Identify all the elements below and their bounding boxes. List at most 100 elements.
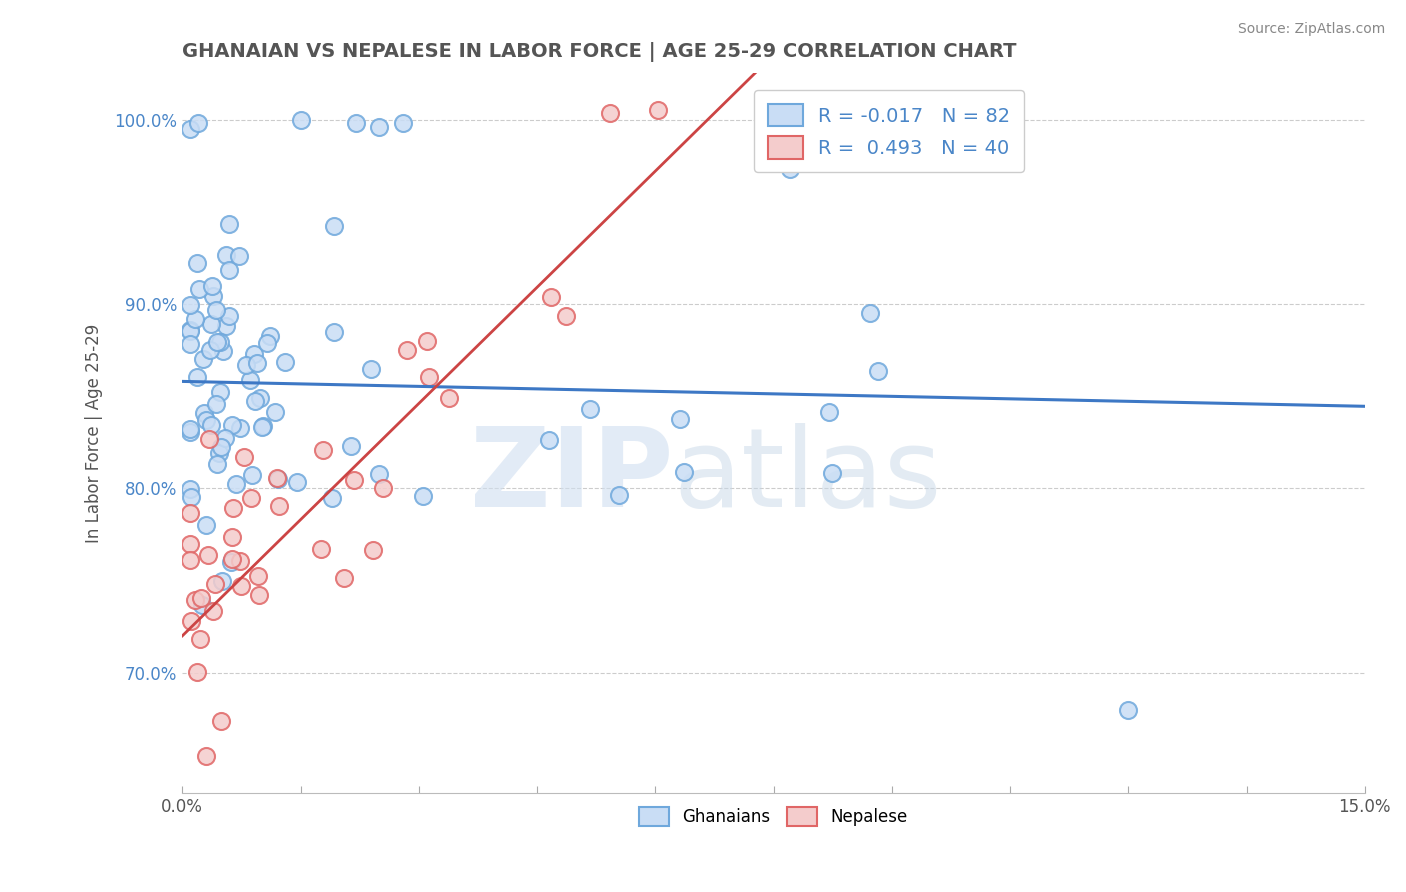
Point	[267, 472, 290, 486]
Point	[221, 530, 243, 544]
Point	[285, 475, 308, 489]
Point	[437, 391, 460, 405]
Point	[194, 518, 217, 533]
Point	[672, 465, 695, 479]
Point	[554, 309, 576, 323]
Point	[221, 552, 243, 566]
Point	[212, 343, 235, 358]
Point	[256, 336, 278, 351]
Point	[343, 474, 366, 488]
Point	[218, 310, 240, 324]
Point	[179, 506, 201, 520]
Point	[249, 391, 271, 405]
Point	[322, 326, 344, 340]
Point	[538, 433, 561, 447]
Point	[179, 421, 201, 435]
Point	[198, 432, 221, 446]
Point	[395, 343, 418, 358]
Point	[371, 481, 394, 495]
Point	[205, 397, 228, 411]
Point	[392, 116, 415, 130]
Point	[599, 106, 621, 120]
Point	[187, 282, 209, 296]
Point	[669, 411, 692, 425]
Point	[179, 425, 201, 440]
Point	[179, 322, 201, 336]
Point	[179, 324, 201, 338]
Point	[191, 599, 214, 613]
Point	[208, 446, 231, 460]
Text: atlas: atlas	[673, 423, 942, 530]
Point	[259, 329, 281, 343]
Point	[368, 120, 391, 134]
Point	[201, 288, 224, 302]
Point	[205, 303, 228, 318]
Point	[198, 343, 221, 358]
Point	[229, 554, 252, 568]
Point	[579, 402, 602, 417]
Point	[367, 467, 389, 481]
Y-axis label: In Labor Force | Age 25-29: In Labor Force | Age 25-29	[86, 324, 103, 542]
Point	[200, 318, 222, 332]
Point	[332, 571, 354, 585]
Point	[269, 499, 291, 513]
Point	[322, 219, 344, 233]
Point	[866, 364, 889, 378]
Point	[240, 467, 263, 482]
Point	[247, 588, 270, 602]
Point	[540, 290, 562, 304]
Point	[821, 466, 844, 480]
Point	[231, 578, 253, 592]
Point	[194, 748, 217, 763]
Point	[818, 404, 841, 418]
Point	[221, 417, 243, 432]
Point	[312, 443, 335, 458]
Point	[179, 482, 201, 496]
Point	[218, 217, 240, 231]
Point	[211, 574, 233, 588]
Point	[222, 501, 245, 516]
Point	[218, 262, 240, 277]
Point	[263, 405, 285, 419]
Point	[360, 361, 382, 376]
Point	[243, 393, 266, 408]
Point	[309, 542, 332, 557]
Point	[239, 373, 262, 387]
Point	[232, 450, 254, 464]
Point	[215, 319, 238, 334]
Point	[215, 248, 238, 262]
Point	[179, 553, 201, 567]
Point	[209, 714, 232, 728]
Point	[179, 336, 201, 351]
Point	[243, 346, 266, 360]
Point	[228, 249, 250, 263]
Point	[896, 131, 918, 145]
Point	[193, 406, 215, 420]
Point	[361, 543, 384, 558]
Point	[201, 604, 224, 618]
Point	[859, 306, 882, 320]
Point	[191, 351, 214, 366]
Point	[190, 591, 212, 605]
Point	[290, 112, 312, 127]
Point	[184, 311, 207, 326]
Point	[205, 334, 228, 349]
Point	[207, 457, 229, 471]
Point	[240, 491, 263, 506]
Point	[412, 489, 434, 503]
Point	[179, 537, 201, 551]
Point	[186, 369, 208, 384]
Point	[214, 431, 236, 445]
Point	[209, 384, 232, 399]
Point	[246, 356, 269, 370]
Point	[416, 334, 439, 348]
Point	[187, 116, 209, 130]
Point	[252, 418, 274, 433]
Point	[779, 161, 801, 176]
Point	[200, 417, 222, 432]
Point	[274, 355, 297, 369]
Text: GHANAIAN VS NEPALESE IN LABOR FORCE | AGE 25-29 CORRELATION CHART: GHANAIAN VS NEPALESE IN LABOR FORCE | AG…	[183, 42, 1017, 62]
Point	[184, 593, 207, 607]
Point	[418, 370, 440, 384]
Point	[647, 103, 669, 118]
